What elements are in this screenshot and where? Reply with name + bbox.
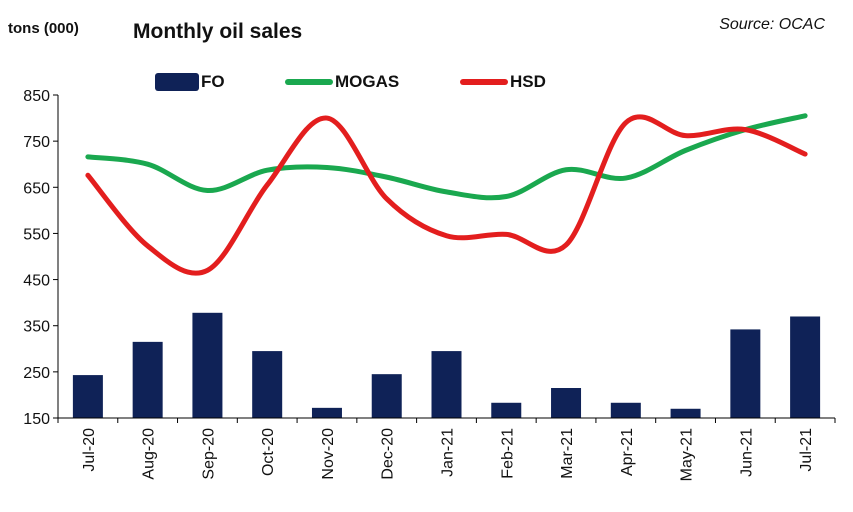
legend-swatch-mogas	[285, 79, 333, 85]
bar-fo	[730, 329, 761, 418]
y-tick-label: 450	[23, 273, 50, 290]
x-tick-label: May-21	[679, 428, 696, 481]
x-tick-label: Jan-21	[440, 428, 457, 477]
bar-fo	[670, 408, 701, 418]
bar-fo	[72, 375, 103, 418]
x-tick-label: Nov-20	[320, 428, 337, 480]
bar-fo	[252, 351, 283, 418]
legend-item-fo: FO	[155, 72, 225, 92]
y-tick-label: 350	[23, 319, 50, 336]
bar-fo	[491, 402, 522, 418]
bar-fo	[790, 316, 821, 418]
source-note: Source: OCAC	[719, 16, 825, 33]
y-axis-unit-label: tons (000)	[8, 20, 79, 37]
bar-fo	[132, 341, 163, 418]
x-tick-label: Oct-20	[260, 428, 277, 476]
x-tick-label: Jul-21	[798, 428, 815, 472]
legend-item-mogas: MOGAS	[285, 72, 399, 92]
x-tick-label: Feb-21	[499, 428, 516, 479]
legend-label-hsd: HSD	[510, 72, 546, 91]
bar-fo	[192, 312, 223, 418]
bar-fo	[311, 407, 342, 418]
x-tick-label: Aug-20	[141, 428, 158, 480]
legend: FO MOGAS HSD	[0, 72, 853, 98]
legend-label-fo: FO	[201, 72, 225, 91]
x-tick-label: Dec-20	[380, 428, 397, 480]
bar-fo	[431, 351, 462, 418]
x-tick-label: Jun-21	[738, 428, 755, 477]
x-tick-label: Apr-21	[619, 428, 636, 476]
legend-swatch-hsd	[460, 79, 508, 85]
legend-swatch-fo	[155, 73, 199, 91]
y-tick-label: 650	[23, 180, 50, 197]
y-tick-label: 250	[23, 365, 50, 382]
legend-label-mogas: MOGAS	[335, 72, 400, 91]
x-tick-label: Mar-21	[559, 428, 576, 479]
x-tick-label: Sep-20	[200, 428, 217, 480]
bar-fo	[551, 388, 582, 418]
bar-fo	[610, 402, 641, 418]
x-tick-label: Jul-20	[81, 428, 98, 472]
y-tick-label: 150	[23, 411, 50, 428]
legend-item-hsd: HSD	[460, 72, 546, 92]
line-mogas	[85, 113, 808, 201]
chart-title: Monthly oil sales	[133, 20, 303, 43]
bar-fo	[371, 374, 402, 418]
y-tick-label: 750	[23, 134, 50, 151]
y-tick-label: 550	[23, 226, 50, 243]
line-hsd	[85, 114, 808, 276]
y-tick-label: 850	[23, 88, 50, 105]
